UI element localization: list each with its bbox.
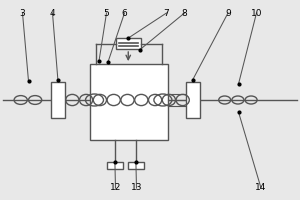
Bar (128, 162, 144, 169)
Text: 10: 10 (251, 8, 262, 18)
Text: 12: 12 (110, 184, 121, 192)
Bar (106, 162, 123, 169)
Text: 5: 5 (103, 8, 109, 18)
Text: 9: 9 (225, 8, 231, 18)
Text: 8: 8 (182, 8, 188, 18)
Text: 3: 3 (20, 8, 26, 18)
Bar (116, 38, 141, 49)
Text: 4: 4 (50, 8, 55, 18)
Text: 14: 14 (255, 184, 267, 192)
Text: 6: 6 (122, 8, 128, 18)
Bar (186, 82, 200, 118)
Bar (90, 64, 168, 140)
Text: 7: 7 (164, 8, 169, 18)
Text: 13: 13 (131, 184, 142, 192)
Bar (51, 82, 64, 118)
